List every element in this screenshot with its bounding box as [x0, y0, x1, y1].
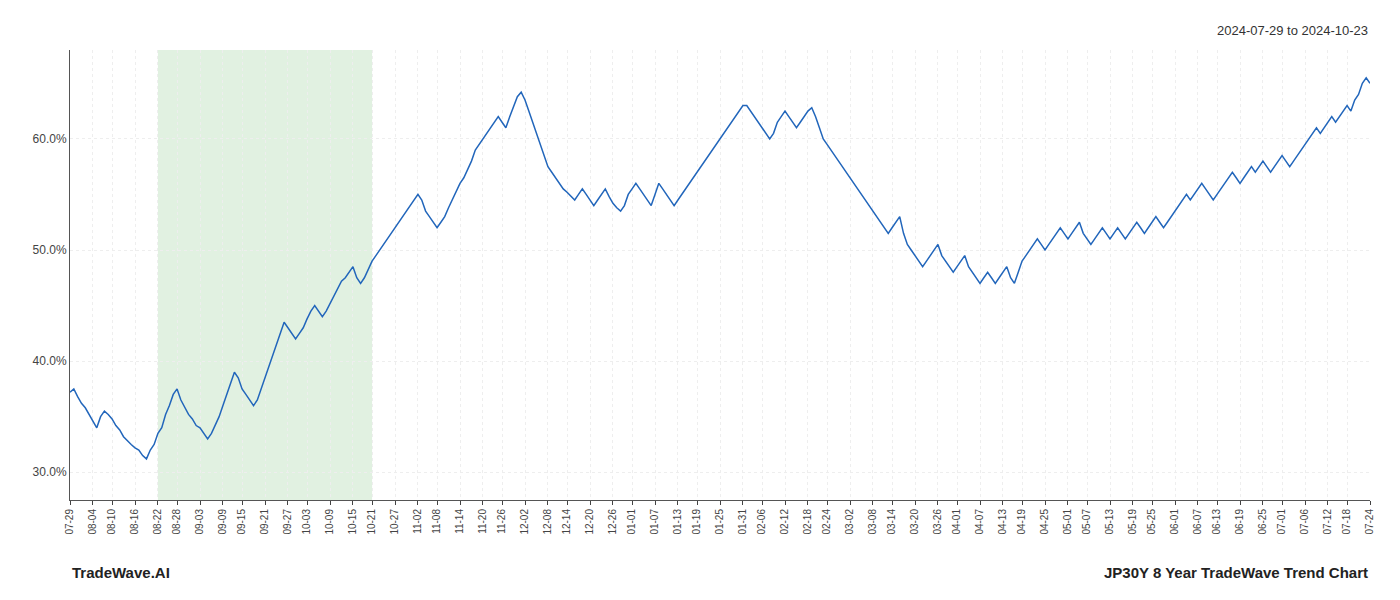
svg-text:07-06: 07-06	[1299, 509, 1310, 535]
svg-text:02-24: 02-24	[821, 509, 832, 535]
svg-text:11-14: 11-14	[454, 509, 465, 534]
svg-text:11-08: 11-08	[431, 509, 442, 534]
svg-text:09-03: 09-03	[194, 509, 205, 535]
svg-text:05-07: 05-07	[1081, 509, 1092, 535]
svg-text:01-25: 01-25	[714, 509, 725, 535]
svg-text:07-18: 07-18	[1341, 509, 1352, 535]
svg-text:06-19: 06-19	[1234, 509, 1245, 535]
svg-text:08-10: 08-10	[106, 509, 117, 535]
svg-text:07-24: 07-24	[1364, 509, 1375, 535]
svg-text:07-12: 07-12	[1322, 509, 1333, 535]
svg-text:09-09: 09-09	[217, 509, 228, 535]
svg-text:11-20: 11-20	[477, 509, 488, 534]
svg-text:06-01: 06-01	[1169, 509, 1180, 535]
svg-text:04-01: 04-01	[951, 509, 962, 535]
svg-text:03-02: 03-02	[844, 509, 855, 535]
svg-text:03-26: 03-26	[932, 509, 943, 535]
svg-text:TradeWave.AI: TradeWave.AI	[72, 564, 170, 581]
svg-text:08-22: 08-22	[152, 509, 163, 535]
svg-text:04-07: 04-07	[974, 509, 985, 535]
svg-text:10-15: 10-15	[347, 509, 358, 535]
svg-text:02-12: 02-12	[779, 509, 790, 535]
svg-text:12-08: 12-08	[542, 509, 553, 535]
svg-text:03-14: 03-14	[886, 509, 897, 535]
svg-text:09-21: 09-21	[259, 509, 270, 535]
svg-text:12-02: 12-02	[519, 509, 530, 535]
svg-text:05-19: 05-19	[1127, 509, 1138, 535]
svg-text:11-02: 11-02	[412, 509, 423, 534]
svg-text:02-18: 02-18	[802, 509, 813, 535]
svg-text:01-07: 01-07	[649, 509, 660, 535]
svg-text:05-25: 05-25	[1146, 509, 1157, 535]
svg-text:09-15: 09-15	[236, 509, 247, 535]
svg-text:10-09: 10-09	[324, 509, 335, 535]
svg-text:01-01: 01-01	[626, 509, 637, 535]
svg-text:60.0%: 60.0%	[33, 132, 67, 146]
svg-text:2024-07-29 to 2024-10-23: 2024-07-29 to 2024-10-23	[1217, 23, 1368, 38]
svg-text:04-13: 04-13	[997, 509, 1008, 535]
svg-text:06-25: 06-25	[1257, 509, 1268, 535]
svg-text:08-16: 08-16	[129, 509, 140, 535]
svg-text:01-31: 01-31	[737, 509, 748, 535]
svg-text:JP30Y 8 Year TradeWave Trend C: JP30Y 8 Year TradeWave Trend Chart	[1104, 564, 1368, 581]
svg-text:06-07: 06-07	[1192, 509, 1203, 535]
svg-text:12-26: 12-26	[607, 509, 618, 535]
svg-text:05-13: 05-13	[1104, 509, 1115, 535]
svg-text:12-14: 12-14	[561, 509, 572, 535]
svg-text:09-27: 09-27	[282, 509, 293, 535]
svg-text:40.0%: 40.0%	[33, 354, 67, 368]
svg-text:03-20: 03-20	[909, 509, 920, 535]
svg-text:50.0%: 50.0%	[33, 243, 67, 257]
svg-text:10-27: 10-27	[389, 509, 400, 535]
svg-text:04-25: 04-25	[1039, 509, 1050, 535]
svg-text:07-01: 07-01	[1276, 509, 1287, 535]
svg-text:01-19: 01-19	[691, 509, 702, 535]
svg-text:02-06: 02-06	[756, 509, 767, 535]
svg-text:01-13: 01-13	[672, 509, 683, 535]
svg-text:03-08: 03-08	[867, 509, 878, 535]
svg-text:30.0%: 30.0%	[33, 465, 67, 479]
svg-text:12-20: 12-20	[584, 509, 595, 535]
svg-text:10-03: 10-03	[301, 509, 312, 535]
svg-text:11-26: 11-26	[496, 509, 507, 534]
svg-text:08-28: 08-28	[171, 509, 182, 535]
svg-text:04-19: 04-19	[1016, 509, 1027, 535]
svg-text:07-29: 07-29	[64, 509, 75, 535]
svg-text:06-13: 06-13	[1211, 509, 1222, 535]
svg-text:08-04: 08-04	[87, 509, 98, 535]
svg-text:05-01: 05-01	[1062, 509, 1073, 535]
svg-text:10-21: 10-21	[366, 509, 377, 535]
